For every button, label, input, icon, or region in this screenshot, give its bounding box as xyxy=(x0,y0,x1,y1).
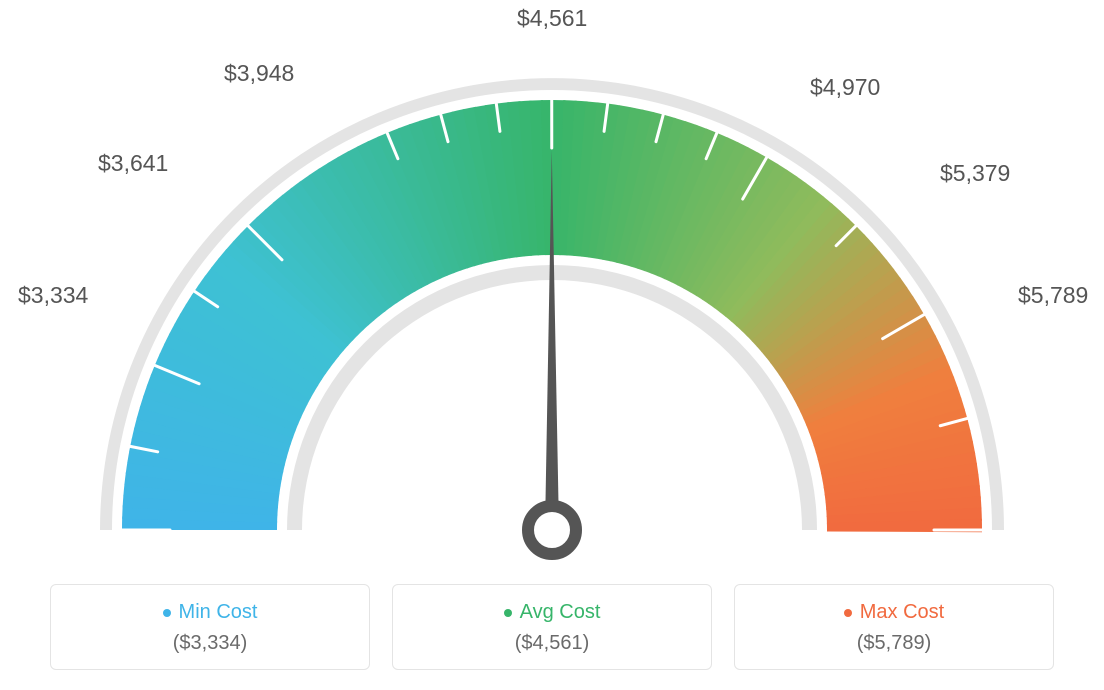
gauge-tick-label: $3,948 xyxy=(224,60,294,87)
gauge-tick-label: $4,561 xyxy=(517,5,587,32)
legend-card-max: Max Cost ($5,789) xyxy=(734,584,1054,670)
gauge-tick-label: $5,789 xyxy=(1018,282,1088,309)
legend-value-max: ($5,789) xyxy=(745,632,1043,655)
legend-card-avg: Avg Cost ($4,561) xyxy=(392,584,712,670)
dot-icon xyxy=(163,609,171,617)
legend-title-text: Max Cost xyxy=(860,601,944,624)
legend-title-min: Min Cost xyxy=(163,601,258,624)
gauge-tick-label: $3,334 xyxy=(18,282,88,309)
gauge-tick-label: $3,641 xyxy=(98,150,168,177)
legend-value-avg: ($4,561) xyxy=(403,632,701,655)
legend-value-min: ($3,334) xyxy=(61,632,359,655)
legend-title-max: Max Cost xyxy=(844,601,944,624)
gauge-tick-label: $5,379 xyxy=(940,160,1010,187)
gauge-tick-label: $4,970 xyxy=(810,74,880,101)
legend-row: Min Cost ($3,334) Avg Cost ($4,561) Max … xyxy=(0,584,1104,670)
legend-card-min: Min Cost ($3,334) xyxy=(50,584,370,670)
gauge-chart: $3,334 $3,641 $3,948 $4,561 $4,970 $5,379 $5,7… xyxy=(0,0,1104,560)
dot-icon xyxy=(504,609,512,617)
legend-title-text: Avg Cost xyxy=(520,601,601,624)
dot-icon xyxy=(844,609,852,617)
legend-title-text: Min Cost xyxy=(179,601,258,624)
gauge-svg xyxy=(0,50,1104,610)
legend-title-avg: Avg Cost xyxy=(504,601,601,624)
